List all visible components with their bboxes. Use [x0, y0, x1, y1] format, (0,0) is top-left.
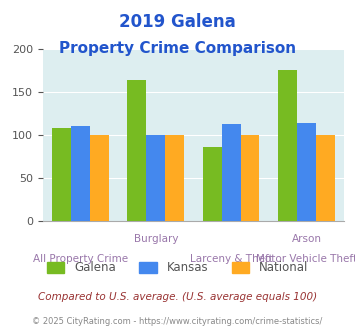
Text: Arson: Arson: [291, 234, 322, 244]
Bar: [146, 135, 165, 221]
Text: All Property Crime: All Property Crime: [33, 254, 128, 264]
Bar: [297, 123, 316, 221]
Text: Larceny & Theft: Larceny & Theft: [190, 254, 273, 264]
Bar: [71, 126, 90, 221]
Bar: [222, 124, 241, 221]
Bar: [52, 128, 71, 221]
Bar: [241, 135, 260, 221]
Bar: [278, 70, 297, 221]
Text: Compared to U.S. average. (U.S. average equals 100): Compared to U.S. average. (U.S. average …: [38, 292, 317, 302]
Bar: [203, 147, 222, 221]
Text: Motor Vehicle Theft: Motor Vehicle Theft: [256, 254, 355, 264]
Bar: [316, 135, 335, 221]
Bar: [165, 135, 184, 221]
Bar: [127, 80, 146, 221]
Text: Property Crime Comparison: Property Crime Comparison: [59, 41, 296, 56]
Text: © 2025 CityRating.com - https://www.cityrating.com/crime-statistics/: © 2025 CityRating.com - https://www.city…: [32, 317, 323, 326]
Text: 2019 Galena: 2019 Galena: [119, 13, 236, 31]
Bar: [90, 135, 109, 221]
Legend: Galena, Kansas, National: Galena, Kansas, National: [42, 257, 313, 279]
Text: Burglary: Burglary: [133, 234, 178, 244]
